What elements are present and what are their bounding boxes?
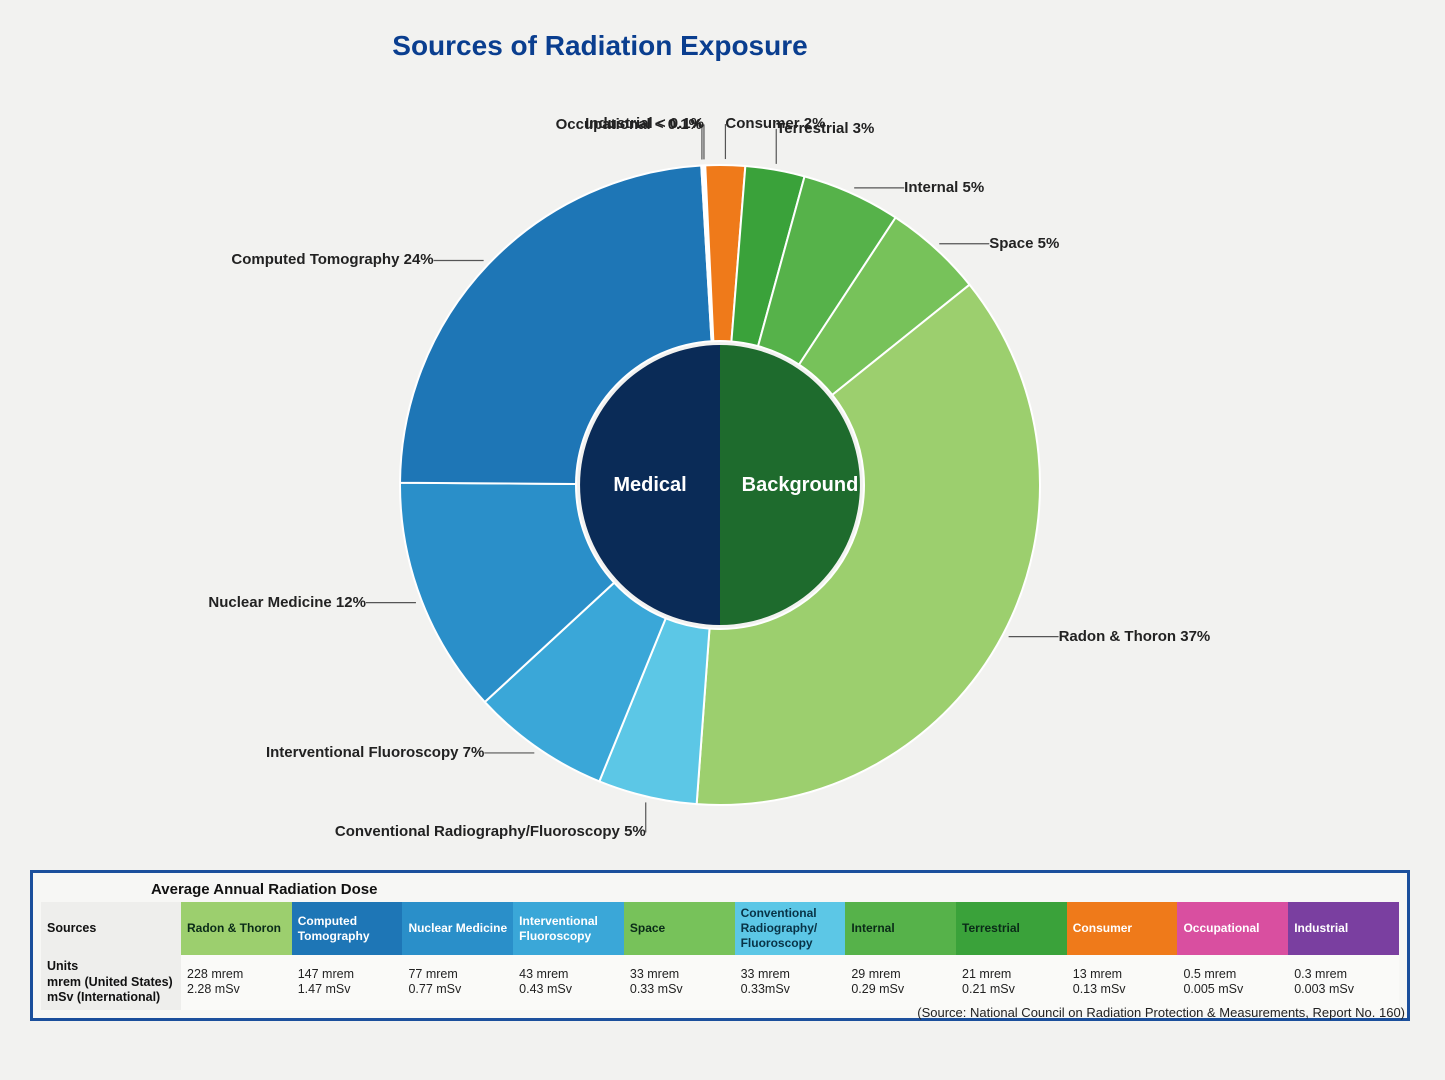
slice-label-interventional-fluoroscopy: Interventional Fluoroscopy 7% xyxy=(266,744,484,761)
source-note: (Source: National Council on Radiation P… xyxy=(917,1005,1405,1020)
dose-table: SourcesRadon & ThoronComputed Tomography… xyxy=(41,902,1399,1010)
table-cell-7: 21 mrem0.21 mSv xyxy=(956,955,1067,1010)
slice-label-conventional-radiography-fluoroscopy: Conventional Radiography/Fluoroscopy 5% xyxy=(335,823,646,840)
table-cell-6: 29 mrem0.29 mSv xyxy=(845,955,956,1010)
table-col-industrial: Industrial xyxy=(1288,902,1399,955)
table-cell-8: 13 mrem0.13 mSv xyxy=(1067,955,1178,1010)
page: Sources of Radiation Exposure Medical Bac… xyxy=(0,0,1445,1080)
slice-label-terrestrial: Terrestrial 3% xyxy=(776,120,874,137)
table-cell-4: 33 mrem0.33 mSv xyxy=(624,955,735,1010)
table-cell-5: 33 mrem0.33mSv xyxy=(735,955,846,1010)
table-col-interventional-fluoroscopy: Interventional Fluoroscopy xyxy=(513,902,624,955)
table-col-radon-thoron: Radon & Thoron xyxy=(181,902,292,955)
table-cell-9: 0.5 mrem0.005 mSv xyxy=(1177,955,1288,1010)
table-col-consumer: Consumer xyxy=(1067,902,1178,955)
table-col-terrestrial: Terrestrial xyxy=(956,902,1067,955)
table-rowhead-units: Unitsmrem (United States)mSv (Internatio… xyxy=(41,955,181,1010)
table-cell-3: 43 mrem0.43 mSv xyxy=(513,955,624,1010)
table-col-conventional-radiography-fluoroscopy: Conventional Radiography/ Fluoroscopy xyxy=(735,902,846,955)
slice-label-nuclear-medicine: Nuclear Medicine 12% xyxy=(208,594,366,611)
table-cell-2: 77 mrem0.77 mSv xyxy=(402,955,513,1010)
table-col-nuclear-medicine: Nuclear Medicine xyxy=(402,902,513,955)
table-cell-0: 228 mrem2.28 mSv xyxy=(181,955,292,1010)
table-title: Average Annual Radiation Dose xyxy=(151,881,1399,898)
chart-title: Sources of Radiation Exposure xyxy=(0,30,1200,62)
donut-svg: Medical Background xyxy=(80,80,1360,850)
donut-chart: MedicalBackground Industrial < 0.1%Consu… xyxy=(80,80,1360,850)
inner-label-background: Background xyxy=(742,474,859,496)
slice-label-occupational: Occupational < 0.1% xyxy=(556,116,702,133)
table-col-computed-tomography: Computed Tomography xyxy=(292,902,403,955)
table-col-space: Space xyxy=(624,902,735,955)
table-cell-1: 147 mrem1.47 mSv xyxy=(292,955,403,1010)
slice-label-radon-thoron: Radon & Thoron 37% xyxy=(1059,628,1211,645)
table-col-internal: Internal xyxy=(845,902,956,955)
table-rowhead-sources: Sources xyxy=(41,902,181,955)
table-col-occupational: Occupational xyxy=(1177,902,1288,955)
slice-label-internal: Internal 5% xyxy=(904,179,984,196)
slice-label-space: Space 5% xyxy=(989,235,1059,252)
table-cell-10: 0.3 mrem0.003 mSv xyxy=(1288,955,1399,1010)
dose-table-container: Average Annual Radiation Dose SourcesRad… xyxy=(30,870,1410,1021)
slice-label-computed-tomography: Computed Tomography 24% xyxy=(231,251,433,268)
inner-label-medical: Medical xyxy=(613,474,686,496)
